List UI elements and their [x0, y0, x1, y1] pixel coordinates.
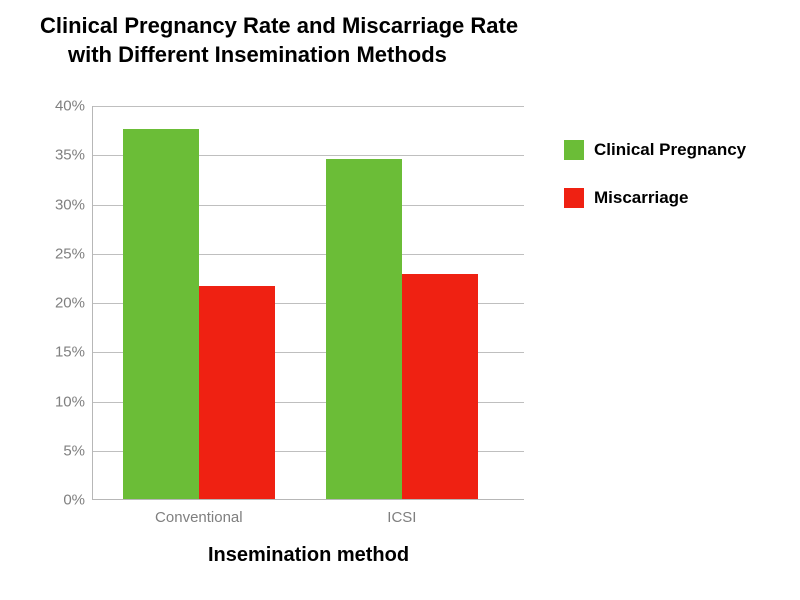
- x-axis-label: Insemination method: [208, 544, 409, 567]
- x-category-label: ICSI: [387, 499, 416, 526]
- y-tick-label: 35%: [55, 147, 93, 164]
- legend-label: Clinical Pregnancy: [594, 140, 746, 160]
- chart-title-line1: Clinical Pregnancy Rate and Miscarriage …: [40, 13, 518, 38]
- plot-area: 0%5%10%15%20%25%30%35%40%ConventionalICS…: [92, 106, 524, 500]
- chart-title: Clinical Pregnancy Rate and Miscarriage …: [40, 12, 518, 69]
- y-tick-label: 0%: [63, 492, 93, 509]
- bar: [402, 274, 478, 499]
- bar-group: [326, 159, 478, 499]
- chart-title-line2: with Different Insemination Methods: [40, 41, 447, 70]
- y-tick-label: 10%: [55, 393, 93, 410]
- bar: [199, 286, 275, 499]
- bar: [326, 159, 402, 499]
- y-tick-label: 40%: [55, 98, 93, 115]
- legend-swatch: [564, 140, 584, 160]
- legend-item: Miscarriage: [564, 188, 746, 208]
- y-tick-label: 30%: [55, 196, 93, 213]
- y-tick-label: 20%: [55, 295, 93, 312]
- gridline: [93, 106, 524, 107]
- chart-container: Clinical Pregnancy Rate and Miscarriage …: [30, 12, 770, 588]
- y-tick-label: 25%: [55, 245, 93, 262]
- y-tick-label: 15%: [55, 344, 93, 361]
- legend-swatch: [564, 188, 584, 208]
- bar: [123, 129, 199, 499]
- bar-group: [123, 129, 275, 499]
- x-category-label: Conventional: [155, 499, 243, 526]
- legend: Clinical Pregnancy Miscarriage: [564, 140, 746, 208]
- legend-item: Clinical Pregnancy: [564, 140, 746, 160]
- legend-label: Miscarriage: [594, 188, 689, 208]
- y-tick-label: 5%: [63, 442, 93, 459]
